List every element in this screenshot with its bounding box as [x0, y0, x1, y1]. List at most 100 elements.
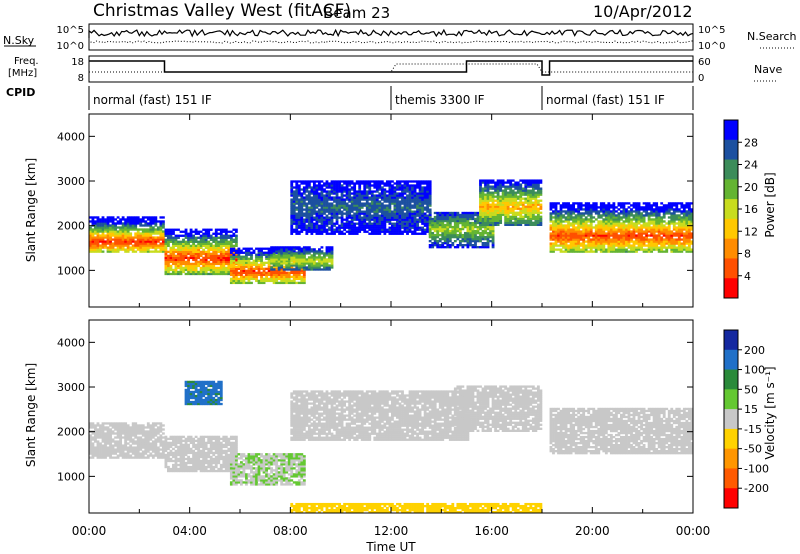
power-cell — [597, 242, 601, 245]
power-cell — [584, 208, 588, 211]
power-cell — [255, 257, 258, 260]
power-cell — [312, 196, 316, 199]
power-cell — [121, 216, 125, 219]
power-cell — [466, 219, 470, 223]
power-cell — [116, 240, 120, 243]
power-cell — [333, 228, 336, 231]
power-cell — [295, 268, 299, 271]
power-cell — [179, 260, 183, 264]
power-cell — [255, 271, 258, 275]
power-cell — [141, 216, 145, 219]
power-cell — [219, 268, 223, 272]
power-cell — [290, 246, 294, 249]
power-cell — [554, 242, 558, 245]
power-cell — [141, 242, 145, 245]
power-cell — [398, 184, 402, 187]
power-cell — [567, 228, 570, 231]
power-cell — [652, 230, 656, 233]
power-cell — [524, 191, 528, 194]
power-cell — [197, 252, 201, 256]
power-cell — [330, 204, 334, 207]
power-cell — [187, 256, 190, 260]
power-cell — [204, 254, 208, 258]
power-cell — [536, 209, 540, 212]
power-cell — [378, 202, 382, 205]
power-cell — [295, 264, 299, 267]
power-cell — [469, 235, 472, 239]
power-cell — [504, 209, 508, 212]
power-cell — [219, 246, 223, 249]
power-cell — [383, 218, 387, 221]
power-cell — [428, 239, 432, 243]
power-cell — [471, 239, 475, 243]
power-cell — [391, 210, 394, 213]
power-cell — [438, 233, 442, 237]
power-cell — [300, 198, 304, 201]
power-cell — [330, 228, 334, 231]
power-cell — [199, 230, 203, 233]
power-cell — [489, 221, 492, 224]
power-cell — [458, 229, 462, 233]
power-cell — [531, 181, 535, 184]
power-cell — [126, 220, 130, 223]
power-cell — [403, 182, 407, 185]
power-cell — [277, 250, 281, 253]
power-cell — [202, 236, 206, 239]
power-cell — [172, 250, 175, 254]
power-cell — [413, 194, 417, 197]
power-cell — [96, 228, 100, 231]
power-cell — [458, 239, 462, 243]
power-cell — [471, 211, 475, 215]
power-cell — [232, 263, 236, 266]
power-cell — [433, 239, 437, 243]
power-cell — [491, 219, 495, 222]
power-cell — [114, 244, 117, 247]
power-cell — [587, 206, 591, 209]
power-cell — [398, 216, 402, 219]
power-cell — [438, 223, 442, 227]
power-cell — [124, 224, 128, 227]
power-cell — [312, 206, 316, 209]
power-cell — [320, 220, 324, 223]
power-cell — [418, 216, 422, 219]
power-cell — [305, 196, 309, 199]
power-cell — [302, 196, 306, 199]
power-cell — [320, 262, 324, 265]
power-cell — [471, 213, 475, 217]
power-cell — [557, 240, 560, 243]
power-cell — [519, 201, 523, 204]
power-cell — [423, 182, 427, 185]
power-cell — [398, 220, 402, 223]
power-cell — [388, 196, 392, 199]
power-cell — [310, 268, 314, 271]
power-cell — [358, 218, 362, 221]
power-cell — [499, 181, 503, 184]
power-cell — [446, 235, 450, 239]
power-cell — [240, 255, 243, 258]
power-cell — [310, 260, 314, 263]
power-cell — [499, 221, 503, 224]
power-cell — [418, 228, 422, 231]
power-cell — [154, 250, 158, 253]
power-cell — [378, 196, 382, 199]
power-cell — [187, 268, 190, 272]
power-cell — [182, 256, 185, 260]
power-cell — [305, 186, 309, 189]
power-cell — [441, 221, 445, 225]
power-cell — [297, 206, 301, 209]
power-cell — [363, 192, 367, 195]
power-cell — [368, 226, 372, 229]
power-cell — [194, 270, 198, 274]
power-cell — [378, 204, 382, 207]
power-cell — [441, 233, 445, 237]
power-cell — [609, 232, 613, 235]
power-cell — [89, 240, 92, 243]
power-cell — [340, 218, 344, 221]
nsearch-tick-bottom: 10^0 — [698, 41, 725, 52]
power-cell — [194, 228, 198, 231]
power-cell — [569, 250, 573, 253]
power-cell — [602, 214, 606, 217]
power-cell — [579, 216, 583, 219]
power-cell — [479, 225, 482, 229]
power-cell — [325, 266, 329, 269]
